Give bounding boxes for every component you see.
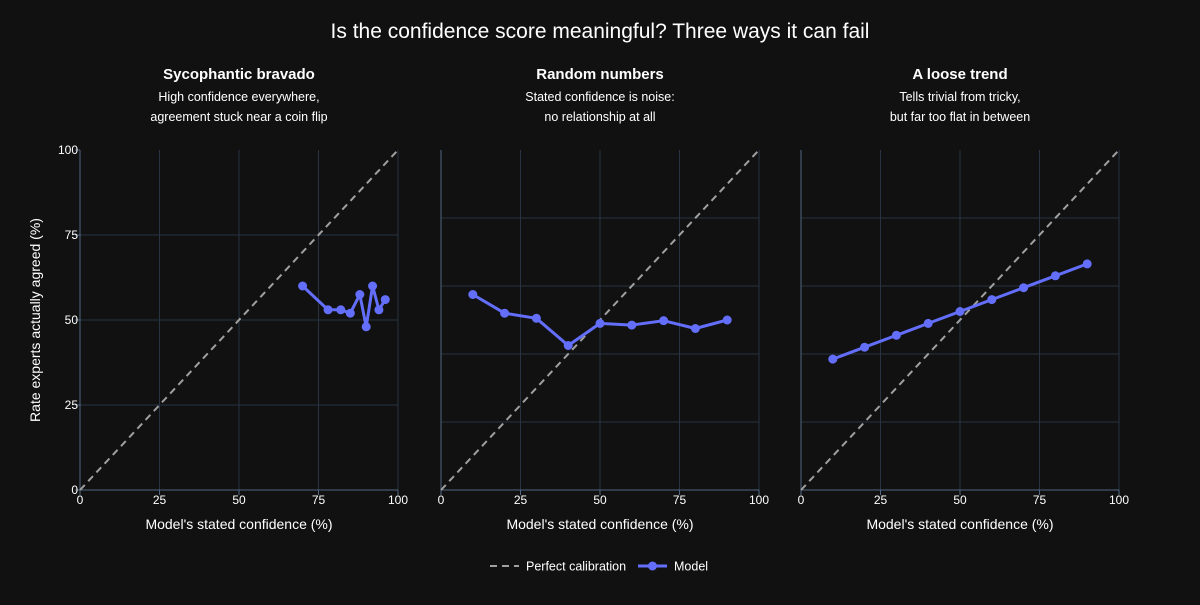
model-point: [891, 330, 901, 340]
panel-subtitle-line: Stated confidence is noise:: [525, 90, 674, 104]
model-point: [500, 308, 510, 318]
x-tick-label: 25: [153, 493, 167, 507]
panel-title: Sycophantic bravado: [163, 66, 315, 83]
model-point: [368, 281, 378, 291]
panel-subtitle-line: agreement stuck near a coin flip: [150, 110, 327, 124]
model-point: [1019, 283, 1029, 293]
y-tick-label: 50: [65, 313, 79, 327]
y-tick-label: 75: [65, 228, 79, 242]
panel-subtitle-line: Tells trivial from tricky,: [899, 90, 1020, 104]
x-tick-label: 50: [953, 493, 967, 507]
y-tick-label: 0: [71, 483, 78, 497]
x-tick-label: 75: [312, 493, 326, 507]
x-tick-label: 0: [77, 493, 84, 507]
model-point: [595, 318, 605, 328]
x-axis-title: Model's stated confidence (%): [506, 516, 693, 532]
x-tick-label: 75: [1033, 493, 1047, 507]
model-point: [722, 315, 732, 325]
calibration-line: [800, 149, 1120, 491]
chart-main-title: Is the confidence score meaningful? Thre…: [331, 20, 870, 43]
x-tick-label: 25: [874, 493, 888, 507]
model-point: [336, 305, 346, 315]
model-point: [531, 313, 541, 323]
model-point: [355, 290, 365, 299]
calibration-line: [79, 149, 399, 491]
model-point: [955, 307, 965, 316]
model-point: [987, 295, 997, 305]
x-axis-title: Model's stated confidence (%): [145, 516, 332, 532]
legend-model-marker: [648, 561, 657, 571]
x-tick-label: 100: [1109, 493, 1129, 507]
y-axis-title: Rate experts actually agreed (%): [27, 218, 43, 422]
legend-calibration-label: Perfect calibration: [526, 560, 626, 574]
panel-subtitle-line: High confidence everywhere,: [158, 90, 319, 104]
model-point: [860, 342, 870, 352]
x-tick-label: 50: [593, 493, 607, 507]
x-tick-label: 0: [798, 493, 805, 507]
model-point: [298, 281, 308, 291]
x-axis-title: Model's stated confidence (%): [866, 516, 1053, 532]
chart-panel-1: Sycophantic bravado High confidence every…: [27, 66, 408, 532]
model-point: [659, 316, 669, 326]
model-point: [923, 318, 933, 328]
x-tick-label: 75: [673, 493, 687, 507]
model-point: [345, 308, 355, 318]
model-point: [563, 341, 573, 350]
model-line: [301, 284, 387, 329]
legend: Perfect calibration Model: [490, 560, 708, 574]
legend-model-label: Model: [674, 560, 708, 574]
x-tick-label: 100: [749, 493, 769, 507]
x-tick-label: 100: [388, 493, 408, 507]
x-tick-label: 50: [232, 493, 246, 507]
panel-title: Random numbers: [536, 66, 664, 83]
y-tick-label: 100: [58, 143, 78, 157]
model-point: [380, 295, 390, 305]
x-tick-label: 0: [438, 493, 445, 507]
model-point: [468, 290, 478, 299]
x-tick-label: 25: [514, 493, 528, 507]
model-point: [374, 305, 384, 315]
model-point: [1050, 271, 1060, 281]
model-point: [690, 324, 700, 333]
panel-subtitle-line: no relationship at all: [544, 110, 655, 124]
model-point: [1082, 259, 1092, 269]
panel-title: A loose trend: [912, 66, 1007, 83]
panel-subtitle-line: but far too flat in between: [890, 110, 1030, 124]
y-tick-label: 25: [65, 398, 79, 412]
model-point: [323, 305, 333, 315]
model-point: [361, 322, 371, 332]
chart-panel-3: A loose trend Tells trivial from tricky, b…: [798, 66, 1130, 532]
chart-panel-2: Random numbers Stated confidence is noise…: [438, 66, 770, 532]
model-point: [828, 354, 838, 364]
model-point: [627, 320, 637, 330]
